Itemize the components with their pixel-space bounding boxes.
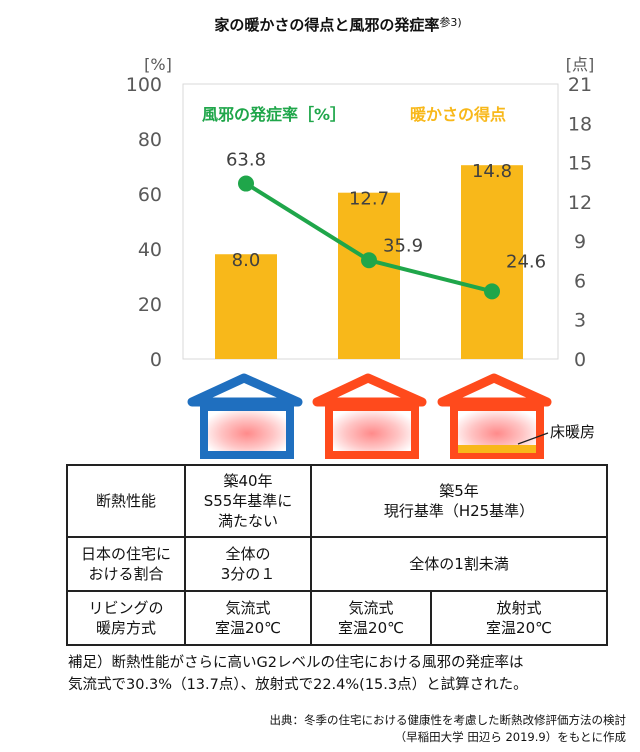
cell-insulation-new: 築5年 現行基準（H25基準） [310, 464, 608, 538]
line-series [238, 175, 500, 300]
right-tick-label: 21 [568, 74, 592, 96]
bar-value-labels: 8.0 12.7 14.8 [232, 161, 512, 271]
source-citation: 出典：冬季の住宅における健康性を考慮した断熱改修評価方法の検討 （早稲田大学 田… [269, 713, 627, 744]
row-header-heating: リビングの 暖房方式 [66, 590, 186, 646]
line-value-label: 24.6 [506, 251, 546, 272]
house-new-radiant: 床暖房 [437, 373, 595, 459]
left-axis-unit: [%] [144, 55, 172, 74]
left-tick-label: 80 [138, 129, 162, 151]
right-tick-label: 18 [568, 113, 592, 135]
right-tick-label: 6 [574, 270, 586, 292]
cell-heating-airflow: 気流式 室温20℃ [310, 590, 432, 646]
cell-share-old: 全体の 3分の１ [184, 536, 312, 592]
legend-line-label: 風邪の発症率［%］ [202, 105, 346, 124]
line-value-label: 63.8 [226, 150, 266, 171]
left-tick-label: 20 [138, 294, 162, 316]
house-old [187, 373, 303, 459]
row-header-share: 日本の住宅に おける割合 [66, 536, 186, 592]
right-tick-label: 9 [574, 231, 586, 253]
cell-heating-radiant: 放射式 室温20℃ [430, 590, 608, 646]
right-tick-label: 15 [568, 153, 592, 175]
right-tick-label: 3 [574, 310, 586, 332]
cell-insulation-old: 築40年 S55年基準に 満たない [184, 464, 312, 538]
bar-series [215, 165, 523, 359]
table-row-insulation: 断熱性能 築40年 S55年基準に 満たない 築5年 現行基準（H25基準） [66, 464, 608, 538]
floor-heating-label: 床暖房 [550, 423, 595, 441]
table-row-heating: リビングの 暖房方式 気流式 室温20℃ 気流式 室温20℃ 放射式 室温20℃ [66, 590, 608, 646]
chart: 家の暖かさの得点と風邪の発症率参3) [%] [点] 020406080100 … [126, 15, 595, 459]
left-tick-label: 0 [150, 349, 162, 371]
right-axis-unit: [点] [566, 55, 595, 74]
left-tick-label: 100 [126, 74, 162, 96]
bar-value-label: 12.7 [349, 189, 389, 210]
left-tick-label: 40 [138, 239, 162, 261]
line-value-labels: 63.8 35.9 24.6 [226, 150, 546, 273]
info-table: 断熱性能 築40年 S55年基準に 満たない 築5年 現行基準（H25基準） 日… [66, 464, 608, 646]
right-tick-label: 0 [574, 349, 586, 371]
floor-heating-panel [458, 445, 536, 453]
bar [338, 192, 400, 359]
line-value-label: 35.9 [383, 235, 423, 256]
bar-value-label: 14.8 [472, 161, 512, 182]
left-tick-label: 60 [138, 184, 162, 206]
line-point [238, 175, 254, 192]
supplementary-note: 補足）断熱性能がさらに高いG2レベルの住宅における風邪の発症率は 気流式で30.… [68, 655, 528, 693]
row-header-insulation: 断熱性能 [66, 464, 186, 538]
table-row-share: 日本の住宅に おける割合 全体の 3分の１ 全体の1割未満 [66, 536, 608, 592]
right-axis-ticks: 0 3 6 9 12 15 18 21 [568, 74, 592, 371]
bar-value-label: 8.0 [232, 250, 261, 271]
chart-title: 家の暖かさの得点と風邪の発症率参3) [214, 15, 461, 34]
bar [215, 254, 277, 359]
right-tick-label: 12 [568, 192, 592, 214]
line-point [484, 283, 500, 300]
cell-heating-old: 気流式 室温20℃ [184, 590, 312, 646]
left-axis-ticks: 0 20 40 60 80 100 [126, 74, 162, 371]
bar [461, 165, 523, 359]
legend-bar-label: 暖かさの得点 [410, 105, 506, 124]
house-new-airflow [312, 373, 427, 459]
cell-share-new: 全体の1割未満 [310, 536, 608, 592]
line-point [361, 252, 377, 269]
